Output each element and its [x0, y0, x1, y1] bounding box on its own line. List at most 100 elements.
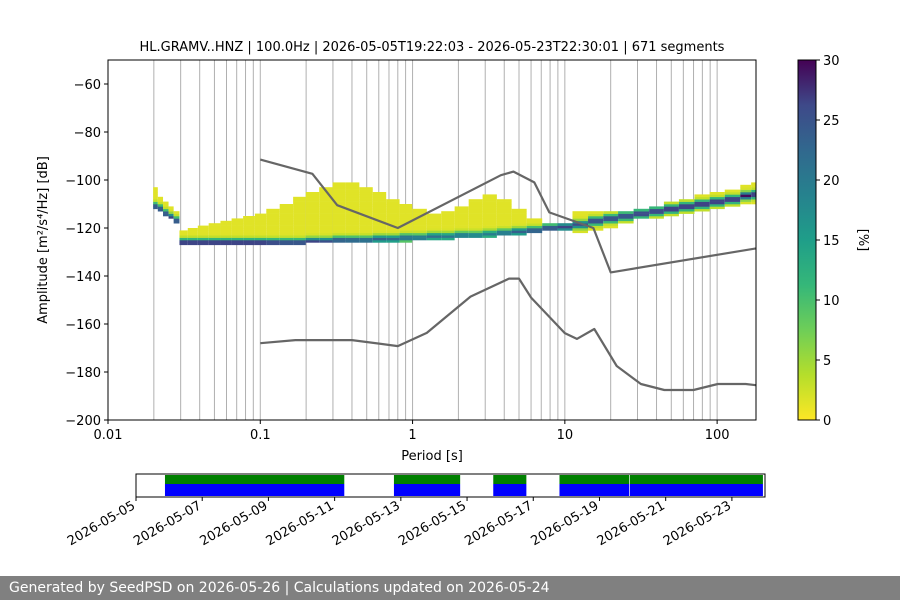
density-cell [526, 223, 543, 226]
density-cell [243, 230, 255, 234]
density-cell [694, 196, 710, 200]
density-cell [243, 237, 255, 241]
density-cell [153, 204, 158, 207]
density-cell [468, 230, 483, 234]
density-cell [482, 232, 497, 236]
density-cell [588, 220, 604, 224]
density-cell [319, 235, 333, 238]
date-tick-label: 2026-05-15 [396, 498, 469, 549]
density-cell [305, 225, 320, 229]
density-cell [279, 228, 294, 231]
density-cell [359, 204, 373, 207]
density-cell [724, 192, 741, 195]
density-cell [709, 192, 725, 195]
density-cell [319, 232, 333, 236]
density-cell [426, 218, 442, 222]
density-cell [372, 206, 387, 210]
density-cell [319, 218, 333, 222]
colorbar-tick-label: 30 [823, 54, 840, 69]
density-cell [332, 213, 346, 217]
density-cell [179, 242, 188, 246]
density-cell [751, 201, 756, 205]
density-cell [372, 208, 387, 212]
density-cell [359, 232, 373, 236]
density-cell [399, 204, 413, 207]
density-cell [724, 199, 741, 202]
density-cell [266, 228, 280, 231]
density-cell [412, 228, 427, 231]
density-cell [482, 211, 497, 214]
density-cell [694, 206, 710, 210]
density-cell [372, 213, 387, 217]
density-cell [468, 199, 483, 202]
density-cell [572, 225, 589, 229]
density-cell [454, 235, 469, 238]
density-cell [187, 242, 198, 246]
density-cell [319, 208, 333, 212]
density-cell [293, 235, 306, 238]
density-cell [173, 211, 180, 214]
density-cell [197, 240, 209, 243]
density-cell [332, 240, 346, 243]
density-cell [157, 196, 164, 200]
density-cell [751, 192, 756, 195]
density-cell [557, 228, 573, 231]
x-axis-label: Period [s] [401, 449, 463, 464]
density-cell [168, 206, 174, 210]
density-cell [319, 228, 333, 231]
density-cell [399, 230, 413, 234]
density-cell [372, 232, 387, 236]
density-cell [319, 213, 333, 217]
density-cell [173, 218, 180, 222]
density-cell [618, 218, 634, 222]
density-cell [220, 240, 232, 243]
density-cell [678, 201, 695, 205]
density-cell [243, 235, 255, 238]
density-cell [293, 232, 306, 236]
density-cell [305, 194, 320, 198]
density-cell [572, 216, 589, 219]
density-cell [588, 213, 604, 217]
density-cell [208, 228, 221, 231]
density-cell [441, 235, 455, 238]
density-cell [279, 235, 294, 238]
density-cell [618, 213, 634, 217]
density-cell [279, 242, 294, 246]
density-cell [724, 189, 741, 193]
density-cell [542, 225, 558, 229]
density-cell [220, 232, 232, 236]
density-cell [266, 232, 280, 236]
psd-coverage-segment [164, 475, 345, 484]
density-cell [751, 194, 756, 198]
density-cell [163, 208, 169, 212]
density-cell [359, 235, 373, 238]
density-cell [319, 211, 333, 214]
density-cell [468, 206, 483, 210]
density-cell [399, 211, 413, 214]
density-cell [454, 213, 469, 217]
date-tick-label: 2026-05-23 [661, 498, 734, 549]
density-cell [441, 237, 455, 241]
density-cell [426, 235, 442, 238]
footer-bar: Generated by SeedPSD on 2026-05-26 | Cal… [0, 576, 900, 600]
density-cell [386, 201, 400, 205]
density-cell [724, 201, 741, 205]
psd-density-heatmap [153, 182, 756, 246]
density-cell [557, 225, 573, 229]
density-cell [345, 199, 360, 202]
density-cell [173, 216, 180, 219]
density-cell [208, 225, 221, 229]
colorbar-ticks: 0 5 10 15 20 25 30 [816, 54, 840, 429]
density-cell [179, 240, 188, 243]
density-cell [496, 206, 512, 210]
density-cell [633, 213, 650, 217]
density-cell [254, 213, 267, 217]
density-cell [243, 223, 255, 226]
density-cell [372, 192, 387, 195]
density-cell [332, 211, 346, 214]
density-cell [426, 213, 442, 217]
x-tick-label: 1 [408, 428, 416, 443]
density-cell [197, 230, 209, 234]
y-tick-label: −60 [74, 78, 101, 93]
density-cell [511, 228, 527, 231]
